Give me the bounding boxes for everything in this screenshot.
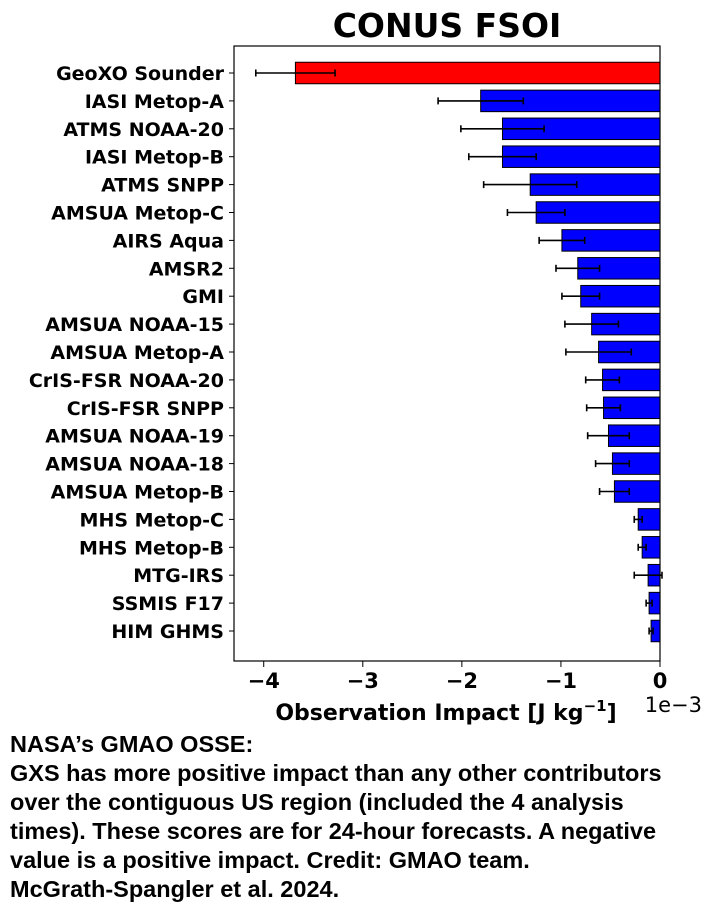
error-bar bbox=[482, 181, 578, 189]
y-tick-label: AMSUA NOAA-18 bbox=[45, 454, 224, 476]
y-tick-label: AMSUA Metop-C bbox=[51, 203, 224, 225]
y-tick-label: AMSUA NOAA-15 bbox=[45, 314, 224, 336]
x-tick-label: 0 bbox=[653, 669, 668, 693]
x-axis-offset-label: 1e−3 bbox=[645, 693, 702, 717]
x-ticks: −4 −3 −2 −1 0 bbox=[248, 661, 668, 693]
y-tick-label: ATMS SNPP bbox=[101, 175, 224, 197]
caption-line: over the contiguous US region (included … bbox=[10, 789, 624, 815]
error-bar bbox=[637, 543, 647, 551]
error-bar bbox=[555, 264, 601, 272]
y-tick-label: IASI Metop-A bbox=[85, 91, 225, 113]
caption-line: value is a positive impact. Credit: GMAO… bbox=[10, 847, 530, 873]
y-tick-label: AMSUA Metop-A bbox=[50, 342, 224, 364]
error-bar bbox=[561, 292, 601, 300]
error-bar bbox=[648, 627, 654, 635]
caption: NASA’s GMAO OSSE: GXS has more positive … bbox=[10, 730, 706, 904]
error-bar bbox=[538, 236, 586, 244]
y-tick-label: ATMS NOAA-20 bbox=[63, 119, 224, 141]
y-tick-label: AMSR2 bbox=[149, 258, 224, 280]
y-tick-label: CrIS-FSR SNPP bbox=[67, 398, 224, 420]
fsoi-bar-chart: CONUS FSOI GeoXO Sounder IASI Metop-A ATMS… bbox=[29, 6, 702, 726]
y-tick-label: MHS Metop-C bbox=[80, 509, 224, 531]
y-tick-label: AMSUA Metop-B bbox=[51, 482, 224, 504]
error-bar bbox=[645, 599, 653, 607]
y-tick-label: IASI Metop-B bbox=[85, 147, 224, 169]
y-tick-label: AMSUA NOAA-19 bbox=[45, 426, 224, 448]
x-tick-label: −1 bbox=[545, 669, 577, 693]
caption-line: times). These scores are for 24-hour for… bbox=[10, 818, 657, 844]
error-bar bbox=[437, 97, 525, 105]
caption-line: GXS has more positive impact than any ot… bbox=[10, 760, 662, 786]
error-bar bbox=[565, 348, 633, 356]
error-bar bbox=[254, 69, 336, 77]
chart-title: CONUS FSOI bbox=[333, 6, 562, 45]
bar bbox=[294, 61, 661, 85]
error-bar bbox=[460, 125, 545, 133]
y-tick-label: MTG-IRS bbox=[133, 565, 224, 587]
error-bar bbox=[594, 460, 631, 468]
y-tick-label: CrIS-FSR NOAA-20 bbox=[29, 370, 224, 392]
x-axis-label: Observation Impact [J kg−1] bbox=[275, 697, 616, 726]
caption-line: McGrath-Spangler et al. 2024. bbox=[10, 876, 340, 902]
y-tick-label: GeoXO Sounder bbox=[56, 63, 225, 85]
y-tick-label: HIM GHMS bbox=[111, 621, 224, 643]
y-tick-labels: GeoXO Sounder IASI Metop-A ATMS NOAA-20 IAS… bbox=[29, 63, 234, 643]
x-tick-label: −4 bbox=[248, 669, 280, 693]
error-bar bbox=[598, 488, 631, 495]
error-bar bbox=[586, 432, 631, 440]
plot-frame bbox=[233, 45, 661, 662]
y-tick-label: SSMIS F17 bbox=[112, 593, 224, 615]
error-bar bbox=[585, 404, 622, 412]
error-bar bbox=[467, 153, 537, 161]
y-tick-label: MHS Metop-B bbox=[79, 537, 224, 559]
error-bar bbox=[633, 515, 643, 523]
x-tick-label: −3 bbox=[347, 669, 379, 693]
error-bars-group bbox=[254, 69, 663, 635]
caption-line: NASA’s GMAO OSSE: bbox=[10, 731, 254, 757]
error-bar bbox=[564, 320, 620, 328]
y-tick-label: AIRS Aqua bbox=[113, 230, 224, 252]
y-tick-label: GMI bbox=[182, 286, 224, 308]
error-bar bbox=[584, 376, 621, 384]
error-bar bbox=[506, 209, 566, 216]
error-bar bbox=[633, 571, 663, 579]
x-tick-label: −2 bbox=[446, 669, 478, 693]
